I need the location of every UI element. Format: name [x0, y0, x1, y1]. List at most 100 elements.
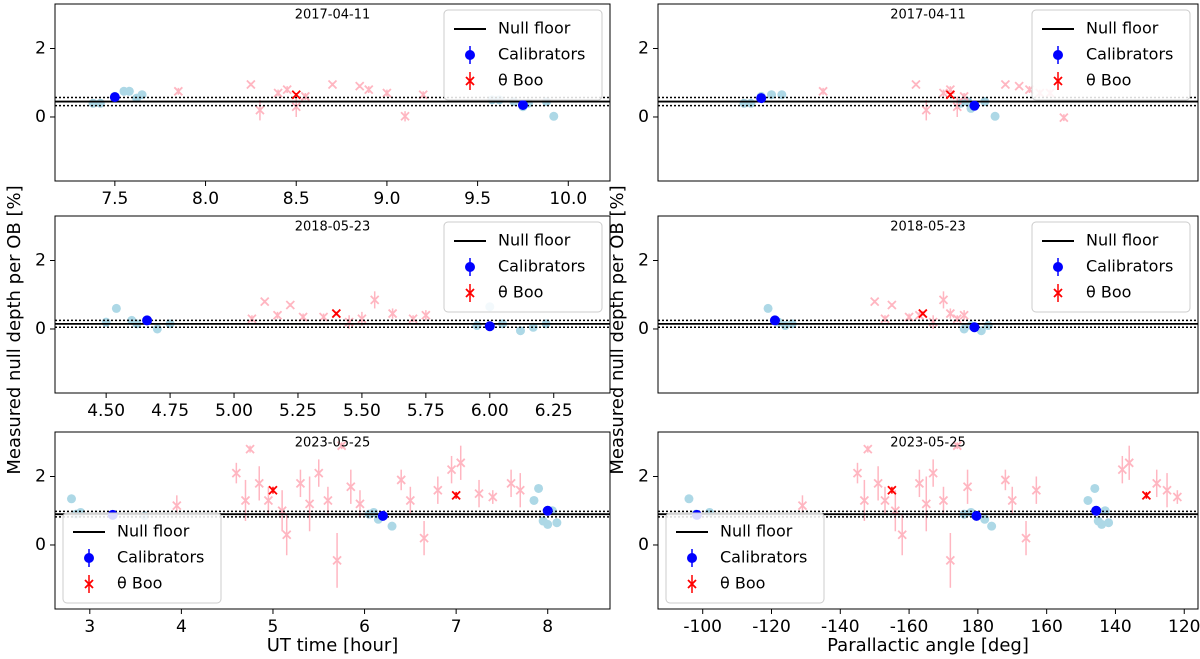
- legend-label: Calibrators: [1086, 257, 1173, 276]
- legend: Null floor Calibrators θ Boo: [665, 512, 825, 604]
- cross-point: [272, 310, 283, 320]
- cross-point: [945, 308, 955, 319]
- cross-point: [355, 499, 365, 509]
- cross-point: [247, 314, 257, 324]
- cross-point: [382, 88, 392, 98]
- cross-point: [1162, 485, 1172, 495]
- cross-point: [962, 482, 973, 492]
- cross-point: [318, 312, 329, 322]
- x-tick-label: 3: [84, 617, 95, 637]
- point: [543, 519, 553, 529]
- x-tick-label: 6: [359, 617, 370, 637]
- y-tick-label: 0: [35, 319, 46, 339]
- cross-point: [255, 105, 265, 115]
- panel-title: 2017-04-11: [295, 8, 371, 23]
- panel-title: 2023-05-25: [295, 436, 371, 451]
- legend: Null floor Calibrators θ Boo: [443, 9, 603, 101]
- legend-symbol: [84, 579, 94, 589]
- panel: 0 2 4.50 4.75 5.00 5.25 5.50 5.75 6.00 6.25 2018-0…: [35, 215, 611, 421]
- point: [549, 111, 559, 121]
- cross-point: [1141, 490, 1152, 500]
- legend-label: Null floor: [117, 522, 190, 541]
- point: [142, 315, 153, 326]
- cross-point: [818, 86, 828, 96]
- x-tick-label: 9.0: [373, 189, 400, 209]
- axes-frame: [54, 431, 611, 610]
- point: [517, 99, 528, 110]
- legend: Null floor Calibrators θ Boo: [1031, 221, 1191, 313]
- point: [111, 303, 121, 313]
- legend-box: [1031, 9, 1191, 101]
- legend-label: Calibrators: [117, 548, 204, 567]
- cross-point: [1059, 113, 1069, 123]
- cross-point: [887, 300, 897, 310]
- cross-point: [263, 495, 274, 506]
- point: [66, 494, 76, 504]
- point: [542, 505, 553, 516]
- cross-point: [880, 314, 890, 324]
- cross-point: [291, 102, 301, 112]
- axes-frame: [657, 3, 1199, 182]
- cross-point: [268, 485, 278, 495]
- x-tick-label: 4.75: [151, 401, 189, 421]
- point: [769, 315, 780, 326]
- cross-point: [945, 555, 955, 566]
- legend-symbol: [1053, 262, 1063, 272]
- x-tick-label: 7: [451, 617, 462, 637]
- panel-title: 2018-05-23: [295, 220, 371, 235]
- legend-box: [1031, 221, 1191, 313]
- point: [1100, 506, 1110, 516]
- point: [534, 483, 544, 493]
- cross-point: [323, 495, 333, 506]
- cross-point: [914, 478, 925, 488]
- cross-point: [797, 500, 808, 511]
- point: [969, 322, 980, 333]
- y-tick-label: 0: [35, 535, 46, 555]
- panel: 0 2 3 4 5 6 7 8 2023-05-25 Null floor Calibrators θ…: [35, 431, 611, 637]
- point: [1091, 505, 1102, 516]
- x-tick-label: -100: [683, 617, 722, 637]
- x-tick-label: 6.00: [471, 401, 509, 421]
- cross-point: [1021, 533, 1031, 543]
- point: [1104, 518, 1114, 528]
- legend-label: θ Boo: [1086, 283, 1131, 302]
- y-tick-label: 0: [638, 319, 649, 339]
- cross-point: [938, 495, 949, 506]
- x-tick-label: 8.0: [192, 189, 219, 209]
- x-tick-label: -120: [752, 617, 791, 637]
- point: [746, 98, 756, 108]
- legend: Null floor Calibrators θ Boo: [1031, 9, 1191, 101]
- cross-point: [1172, 492, 1182, 502]
- x-tick-label: 8: [542, 617, 553, 637]
- cross-point: [254, 478, 264, 488]
- point: [1097, 519, 1107, 529]
- x-tick-label: 180: [962, 617, 994, 637]
- legend-symbol: [465, 288, 475, 298]
- cross-point: [897, 530, 907, 540]
- legend-label: Null floor: [1086, 231, 1159, 250]
- cross-point: [387, 308, 398, 319]
- cross-point: [1124, 458, 1134, 468]
- point: [377, 510, 388, 521]
- point: [137, 90, 147, 100]
- cross-point: [873, 478, 883, 488]
- point: [484, 321, 495, 332]
- point: [969, 100, 980, 111]
- point: [684, 494, 694, 504]
- cross-point: [298, 312, 308, 322]
- cross-point: [959, 91, 969, 102]
- cross-point: [291, 90, 301, 100]
- x-tick-label: 120: [1168, 617, 1200, 637]
- cross-point: [331, 308, 341, 319]
- point: [980, 514, 990, 524]
- y-axis-label: Measured null depth per OB [%]: [4, 185, 25, 474]
- cross-point: [921, 105, 931, 115]
- legend-label: θ Boo: [1086, 71, 1131, 90]
- point: [95, 98, 105, 108]
- cross-point: [282, 84, 292, 95]
- cross-point: [408, 314, 418, 324]
- x-axis-label: UT time [hour]: [267, 635, 399, 656]
- y-tick-label: 2: [35, 251, 46, 271]
- point: [971, 510, 982, 521]
- x-tick-label: 4.50: [87, 401, 125, 421]
